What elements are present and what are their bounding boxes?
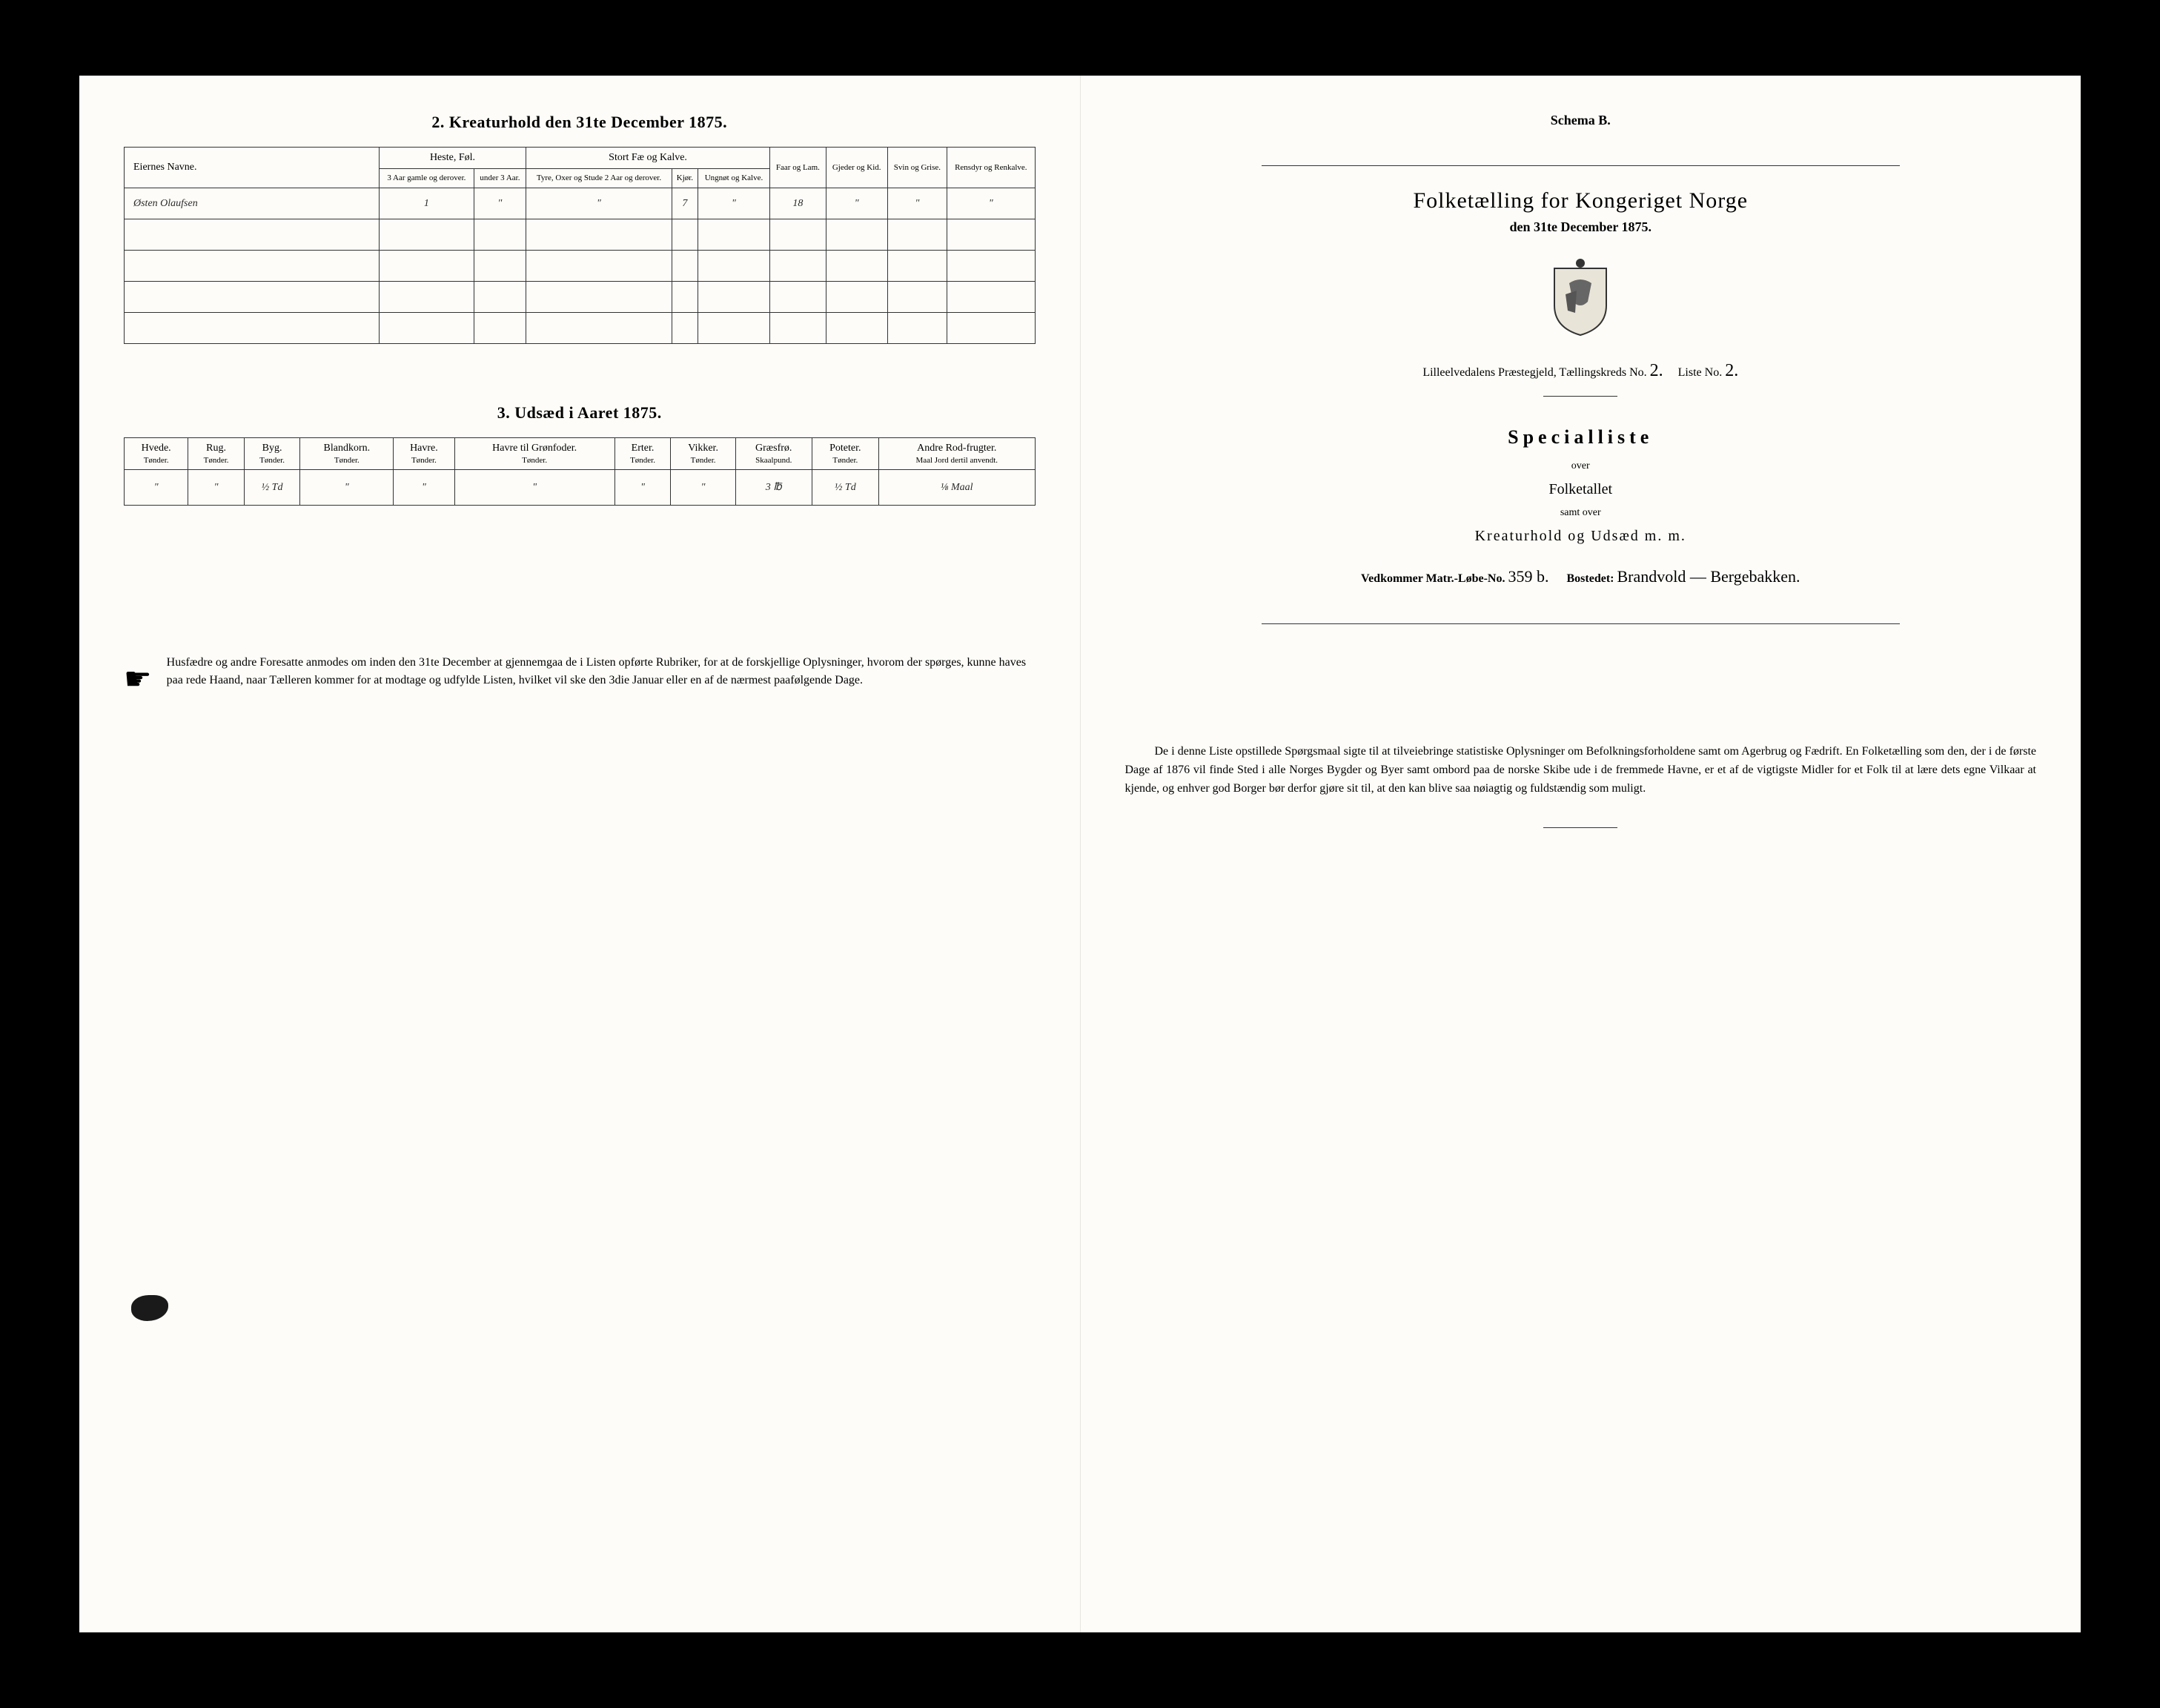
cell: " (671, 470, 736, 506)
liste-label: Liste No. (1678, 366, 1723, 379)
col-poteter: Poteter.Tønder. (812, 438, 878, 470)
table-row (125, 282, 1036, 313)
document-frame: 2. Kreaturhold den 31te December 1875. E… (79, 76, 2081, 1632)
bostedet-value: Brandvold — Bergebakken. (1617, 567, 1800, 586)
ink-blot (131, 1295, 168, 1321)
cell: 18 (770, 188, 826, 219)
cell: 7 (672, 188, 698, 219)
table-row (125, 313, 1036, 344)
folketallet-label: Folketallet (1125, 481, 2037, 498)
divider (1543, 827, 1617, 828)
schema-label: Schema B. (1125, 113, 2037, 128)
cell: " (698, 188, 769, 219)
page-right: Schema B. Folketælling for Kongeriget No… (1081, 76, 2081, 1632)
col-byg: Byg.Tønder. (244, 438, 300, 470)
matr-line: Vedkommer Matr.-Løbe-No. 359 b. Bostedet… (1125, 567, 2037, 586)
cell: " (474, 188, 526, 219)
cell: ½ Td (244, 470, 300, 506)
coat-of-arms-icon (1547, 257, 1614, 339)
col-heste-under3: under 3 Aar. (474, 169, 526, 188)
bottom-paragraph: De i denne Liste opstillede Spørgsmaal s… (1125, 743, 2037, 798)
matr-label: Vedkommer Matr.-Løbe-No. (1361, 572, 1505, 585)
over-label: over (1125, 460, 2037, 472)
section3-title: 3. Udsæd i Aaret 1875. (124, 403, 1036, 423)
col-vikker: Vikker.Tønder. (671, 438, 736, 470)
table-row: Østen Olaufsen 1 " " 7 " 18 " " " (125, 188, 1036, 219)
col-blandkorn: Blandkorn.Tønder. (300, 438, 394, 470)
cell: " (300, 470, 394, 506)
table-row (125, 219, 1036, 251)
liste-no: 2. (1725, 361, 1738, 380)
cell: " (394, 470, 454, 506)
cell: ½ Td (812, 470, 878, 506)
owner-name: Østen Olaufsen (125, 188, 380, 219)
matr-no: 359 b. (1508, 567, 1548, 586)
cell: 3 ℔ (735, 470, 812, 506)
page-left: 2. Kreaturhold den 31te December 1875. E… (79, 76, 1081, 1632)
footnote-text: Husfædre og andre Foresatte anmodes om i… (167, 654, 1036, 689)
group-stortfae: Stort Fæ og Kalve. (526, 148, 769, 169)
col-rodfrugter: Andre Rod-frugter.Maal Jord dertil anven… (879, 438, 1035, 470)
cell: 1 (379, 188, 474, 219)
kreatur-line: Kreaturhold og Udsæd m. m. (1125, 528, 2037, 545)
divider (1543, 396, 1617, 397)
col-gjeder: Gjeder og Kid. (826, 148, 887, 188)
col-rug: Rug.Tønder. (188, 438, 245, 470)
parish-line: Lilleelvedalens Præstegjeld, Tællingskre… (1125, 361, 2037, 381)
section2-title: 2. Kreaturhold den 31te December 1875. (124, 113, 1036, 132)
cell: " (614, 470, 671, 506)
col-kjor: Kjør. (672, 169, 698, 188)
col-hvede: Hvede.Tønder. (125, 438, 188, 470)
col-svin: Svin og Grise. (887, 148, 947, 188)
cell: " (188, 470, 245, 506)
table-row (125, 251, 1036, 282)
specialliste-title: Specialliste (1125, 426, 2037, 448)
divider (1262, 623, 1900, 624)
cell: " (526, 188, 672, 219)
col-rensdyr: Rensdyr og Renkalve. (947, 148, 1035, 188)
footnote-block: ☛ Husfædre og andre Foresatte anmodes om… (124, 654, 1036, 704)
col-erter: Erter.Tønder. (614, 438, 671, 470)
samt-over-label: samt over (1125, 507, 2037, 519)
table-udsaed: Hvede.Tønder. Rug.Tønder. Byg.Tønder. Bl… (124, 437, 1036, 506)
cell: ⅛ Maal (879, 470, 1035, 506)
cell: " (887, 188, 947, 219)
pointing-hand-icon: ☛ (124, 657, 152, 704)
divider (1262, 165, 1900, 166)
col-graesfro: Græsfrø.Skaalpund. (735, 438, 812, 470)
parish-prefix: Lilleelvedalens Præstegjeld, Tællingskre… (1422, 366, 1646, 379)
owner-header: Eiernes Navne. (125, 148, 380, 188)
col-ungnot: Ungnøt og Kalve. (698, 169, 769, 188)
table-row: " " ½ Td " " " " " 3 ℔ ½ Td ⅛ Maal (125, 470, 1036, 506)
kreds-no: 2. (1650, 361, 1663, 380)
table-kreaturhold: Eiernes Navne. Heste, Føl. Stort Fæ og K… (124, 147, 1036, 344)
cell: " (826, 188, 887, 219)
bostedet-label: Bostedet: (1566, 572, 1614, 585)
group-heste: Heste, Føl. (379, 148, 526, 169)
col-tyre: Tyre, Oxer og Stude 2 Aar og derover. (526, 169, 672, 188)
col-havre-gron: Havre til Grønfoder.Tønder. (454, 438, 614, 470)
main-title: Folketælling for Kongeriget Norge (1125, 188, 2037, 214)
cell: " (125, 470, 188, 506)
date-line: den 31te December 1875. (1125, 219, 2037, 235)
col-havre: Havre.Tønder. (394, 438, 454, 470)
col-faar: Faar og Lam. (770, 148, 826, 188)
cell: " (454, 470, 614, 506)
cell: " (947, 188, 1035, 219)
col-heste-3aar: 3 Aar gamle og derover. (379, 169, 474, 188)
